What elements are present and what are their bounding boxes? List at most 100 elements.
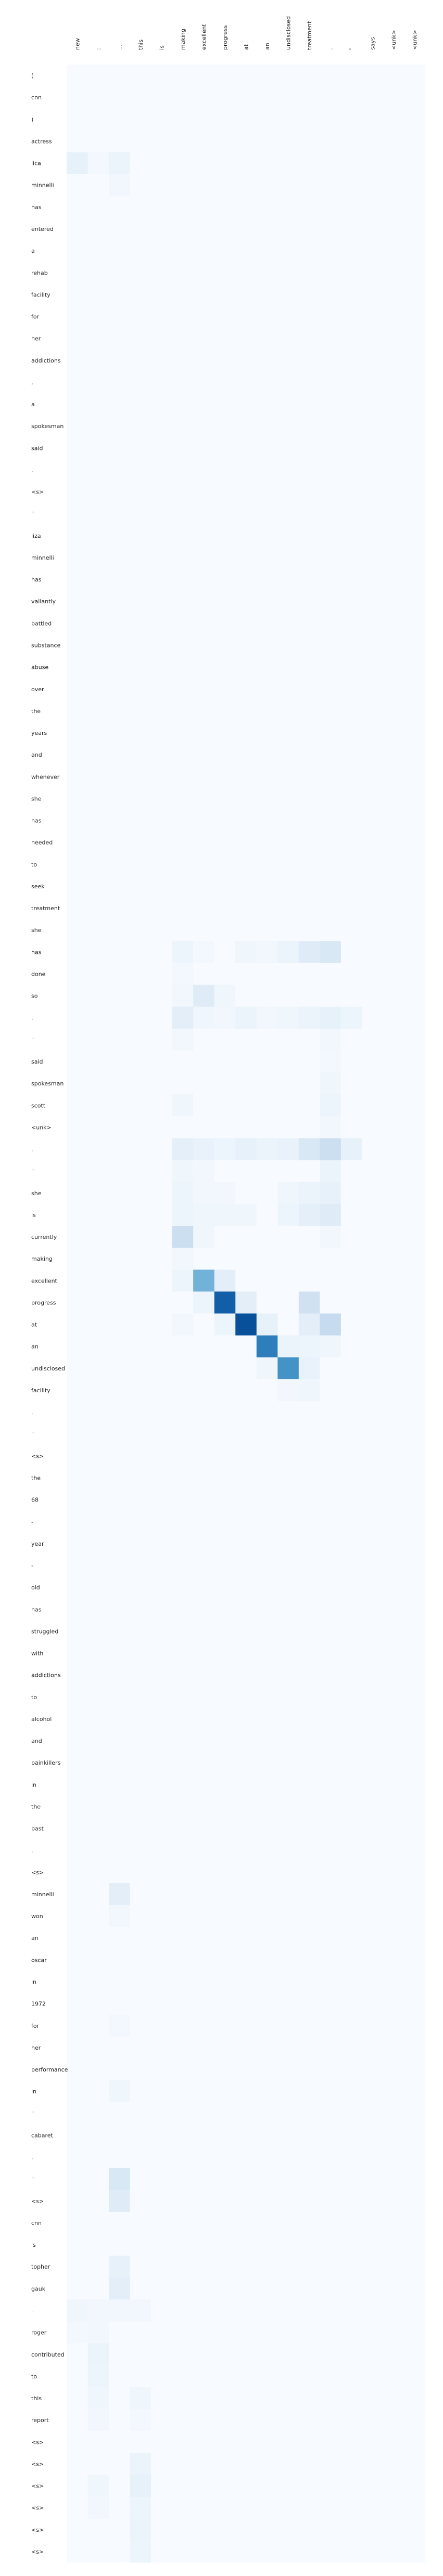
- heatmap-cell: [172, 590, 194, 613]
- heatmap-cell: [130, 546, 151, 569]
- heatmap-cell: [362, 2365, 384, 2388]
- heatmap-cell: [320, 2496, 341, 2519]
- heatmap-cell: [151, 349, 173, 372]
- heatmap-cell: [362, 787, 384, 810]
- y-tick-label: valiantly: [31, 598, 56, 605]
- heatmap-cell: [383, 2475, 404, 2497]
- heatmap-cell: [87, 2146, 109, 2169]
- y-tick-label: has: [31, 818, 42, 824]
- heatmap-cell: [214, 283, 236, 306]
- heatmap-cell: [67, 590, 88, 613]
- heatmap-cell: [67, 283, 88, 306]
- heatmap-cell: [298, 1971, 320, 1993]
- heatmap-cell: [320, 1883, 341, 1906]
- heatmap-cell: [67, 2211, 88, 2234]
- heatmap-cell: [193, 656, 215, 679]
- heatmap-cell: [130, 963, 151, 985]
- heatmap-cell: [362, 1401, 384, 1423]
- heatmap-cell: [151, 985, 173, 1007]
- heatmap-cell: [298, 108, 320, 131]
- heatmap-cell: [87, 875, 109, 898]
- heatmap-cell: [362, 809, 384, 832]
- heatmap-cell: [404, 1445, 426, 1467]
- y-tick-label: <s>: [31, 1453, 44, 1459]
- heatmap-cell: [235, 2234, 257, 2256]
- heatmap-cell: [87, 634, 109, 656]
- heatmap-cell: [340, 2387, 362, 2410]
- heatmap-cell: [87, 64, 109, 87]
- heatmap-cell: [130, 2168, 151, 2191]
- heatmap-cell: [214, 524, 236, 547]
- heatmap-cell: [193, 634, 215, 656]
- heatmap-cell: [87, 502, 109, 525]
- heatmap-cell: [193, 1730, 215, 1752]
- heatmap-cell: [404, 721, 426, 744]
- heatmap-cell: [172, 2277, 194, 2300]
- y-tick-label: ,: [31, 379, 33, 386]
- heatmap-cell: [151, 371, 173, 394]
- heatmap-cell: [383, 1576, 404, 1599]
- heatmap-cell: [130, 2036, 151, 2059]
- heatmap-cell: [109, 2080, 130, 2103]
- heatmap-cell: [67, 1752, 88, 1774]
- heatmap-cell: [320, 1225, 341, 1248]
- heatmap-cell: [256, 568, 278, 591]
- y-tick-label: done: [31, 971, 46, 978]
- heatmap-cell: [256, 371, 278, 394]
- heatmap-cell: [256, 1774, 278, 1796]
- heatmap-cell: [130, 1270, 151, 1292]
- heatmap-cell: [87, 2014, 109, 2037]
- heatmap-cell: [193, 744, 215, 766]
- heatmap-cell: [67, 1225, 88, 1248]
- heatmap-cell: [172, 1554, 194, 1577]
- heatmap-cell: [404, 2234, 426, 2256]
- heatmap-cell: [404, 1291, 426, 1314]
- heatmap-cell: [87, 1270, 109, 1292]
- heatmap-cell: [298, 502, 320, 525]
- heatmap-cell: [109, 2431, 130, 2453]
- y-tick-label: spokesman: [31, 1080, 64, 1087]
- heatmap-cell: [340, 1686, 362, 1708]
- heatmap-cell: [193, 2453, 215, 2475]
- heatmap-cell: [67, 634, 88, 656]
- heatmap-cell: [67, 1510, 88, 1533]
- y-tick-label: abuse: [31, 664, 48, 671]
- heatmap-cell: [151, 2190, 173, 2212]
- heatmap-cell: [130, 1467, 151, 1489]
- heatmap-cell: [130, 1138, 151, 1160]
- heatmap-cell: [214, 1094, 236, 1117]
- heatmap-cell: [298, 2277, 320, 2300]
- heatmap-cell: [340, 481, 362, 503]
- heatmap-cell: [256, 1510, 278, 1533]
- heatmap-cell: [235, 1774, 257, 1796]
- heatmap-cell: [67, 2168, 88, 2191]
- heatmap-cell: [383, 2058, 404, 2081]
- heatmap-cell: [130, 656, 151, 679]
- heatmap-cell: [362, 2277, 384, 2300]
- heatmap-cell: [362, 2102, 384, 2125]
- heatmap-cell: [67, 1050, 88, 1073]
- heatmap-cell: [87, 2256, 109, 2278]
- y-tick-label: with: [31, 1650, 43, 1657]
- heatmap-cell: [193, 1379, 215, 1402]
- heatmap-cell: [214, 546, 236, 569]
- heatmap-cell: [277, 1576, 299, 1599]
- heatmap-cell: [320, 130, 341, 152]
- heatmap-cell: [214, 415, 236, 437]
- heatmap-cell: [383, 1423, 404, 1445]
- heatmap-cell: [151, 1510, 173, 1533]
- heatmap-cell: [151, 240, 173, 262]
- heatmap-cell: [214, 1992, 236, 2015]
- heatmap-cell: [193, 2277, 215, 2300]
- heatmap-cell: [193, 2168, 215, 2191]
- heatmap-cell: [320, 2256, 341, 2278]
- heatmap-cell: [362, 2014, 384, 2037]
- heatmap-cell: [214, 349, 236, 372]
- y-tick-label: old: [31, 1584, 40, 1591]
- heatmap-cell: [362, 700, 384, 722]
- heatmap-cell: [340, 963, 362, 985]
- heatmap-cell: [193, 678, 215, 701]
- heatmap-cell: [214, 64, 236, 87]
- heatmap-cell: [383, 130, 404, 152]
- heatmap-cell: [340, 371, 362, 394]
